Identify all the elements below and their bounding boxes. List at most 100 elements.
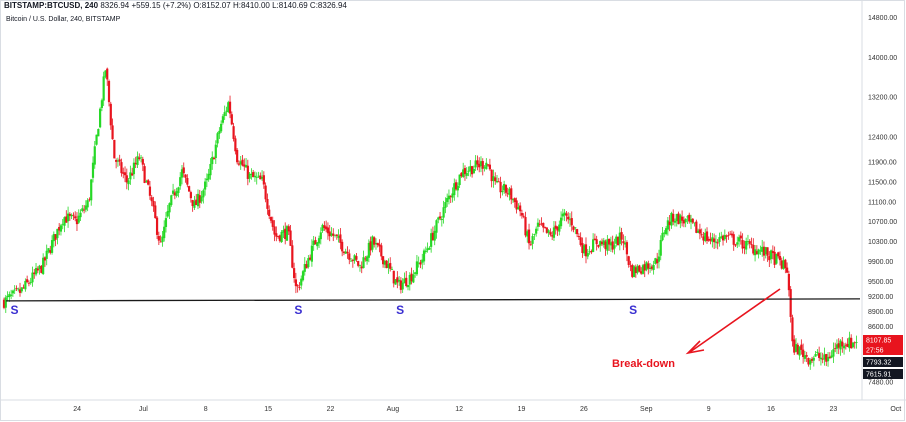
x-tick-label: Sep [640, 406, 653, 413]
x-tick-label: 16 [767, 406, 775, 413]
candle-body [26, 279, 29, 283]
candle-body [771, 251, 774, 254]
candle-body [768, 256, 771, 261]
candle-body [730, 233, 734, 236]
candle-body [143, 166, 146, 183]
candle-body [697, 230, 700, 233]
candle-body [189, 192, 192, 199]
candle-body [280, 231, 283, 243]
candle-body [422, 250, 426, 262]
candle-body [821, 358, 824, 360]
candle-body [406, 285, 410, 288]
candle-body [656, 259, 659, 264]
price-label-text: 7615.91 [866, 372, 891, 379]
candle-body [641, 265, 645, 274]
candle-body [465, 172, 468, 176]
candle-body [353, 255, 356, 261]
candle-body [681, 216, 684, 221]
candle-body [721, 235, 725, 241]
price-label-box [863, 345, 903, 355]
candle-body [59, 225, 63, 232]
candle-body [832, 349, 835, 357]
candle-body [688, 214, 691, 222]
candle-body [248, 173, 251, 179]
candle-body [780, 260, 783, 269]
candle-body [478, 163, 481, 168]
candle-body [111, 125, 114, 140]
candle-body [243, 164, 246, 167]
x-tick-label: 12 [455, 406, 463, 413]
candle-body [396, 277, 399, 283]
candle-body [392, 270, 395, 284]
candle-body [125, 175, 128, 183]
candle-body [727, 235, 730, 236]
candle-body [769, 250, 773, 259]
candle-body [579, 237, 582, 245]
candle-body [759, 250, 762, 252]
candle-body [842, 345, 846, 349]
candle-body [412, 274, 415, 283]
candle-body [545, 227, 548, 233]
candle-body [850, 337, 853, 349]
candle-body [284, 228, 287, 239]
candle-body [300, 278, 303, 286]
candle-body [72, 214, 75, 216]
candle-body [588, 251, 591, 253]
candle-body [193, 201, 196, 208]
candle-body [390, 269, 394, 271]
candle-body [853, 342, 856, 344]
y-tick-label: 9900.00 [868, 259, 893, 266]
candle-body [342, 251, 346, 254]
candle-body [34, 267, 38, 275]
candle-body [463, 168, 467, 175]
candle-body [141, 158, 144, 165]
candle-body [426, 248, 429, 251]
candle-body [819, 357, 823, 360]
candle-body [211, 156, 214, 165]
candle-body [147, 180, 150, 185]
open-label: O: [193, 1, 202, 10]
candle-body [718, 237, 721, 243]
candle-body [446, 198, 449, 203]
last-price: 8326.94 [100, 1, 130, 10]
candle-body [689, 219, 693, 223]
candle-body [171, 190, 175, 194]
candle-body [417, 262, 420, 264]
candle-body [107, 80, 111, 103]
candle-body [239, 161, 242, 165]
candle-body [568, 219, 572, 221]
candle-body [316, 242, 319, 247]
x-tick-label: Aug [387, 406, 400, 413]
candle-body [773, 251, 776, 265]
candle-body [834, 348, 837, 349]
candle-body [389, 263, 392, 269]
candle-body [200, 196, 203, 202]
candle-body [743, 246, 746, 249]
candle-body [106, 68, 109, 80]
candle-body [360, 266, 363, 269]
candle-body [326, 227, 330, 234]
candle-body [228, 101, 232, 114]
candle-body [764, 247, 767, 255]
candle-body [604, 241, 607, 250]
candle-body [691, 218, 694, 223]
price-label-text: 7793.32 [866, 360, 891, 367]
candle-body [259, 175, 262, 180]
candle-body [540, 223, 543, 225]
candle-body [307, 258, 310, 268]
candle-body [462, 169, 465, 177]
candle-body [275, 233, 278, 237]
candle-body [214, 144, 217, 159]
candle-body [252, 172, 255, 178]
candle-body [24, 280, 27, 290]
candle-body [168, 203, 171, 213]
candle-body [63, 217, 66, 226]
price-label-box [863, 335, 903, 345]
candle-body [198, 195, 201, 203]
symbol-label[interactable]: BITSTAMP:BTCUSD, 240 [4, 1, 99, 10]
candle-body [371, 236, 374, 250]
candle-body [212, 157, 216, 160]
candle-body [139, 157, 143, 159]
